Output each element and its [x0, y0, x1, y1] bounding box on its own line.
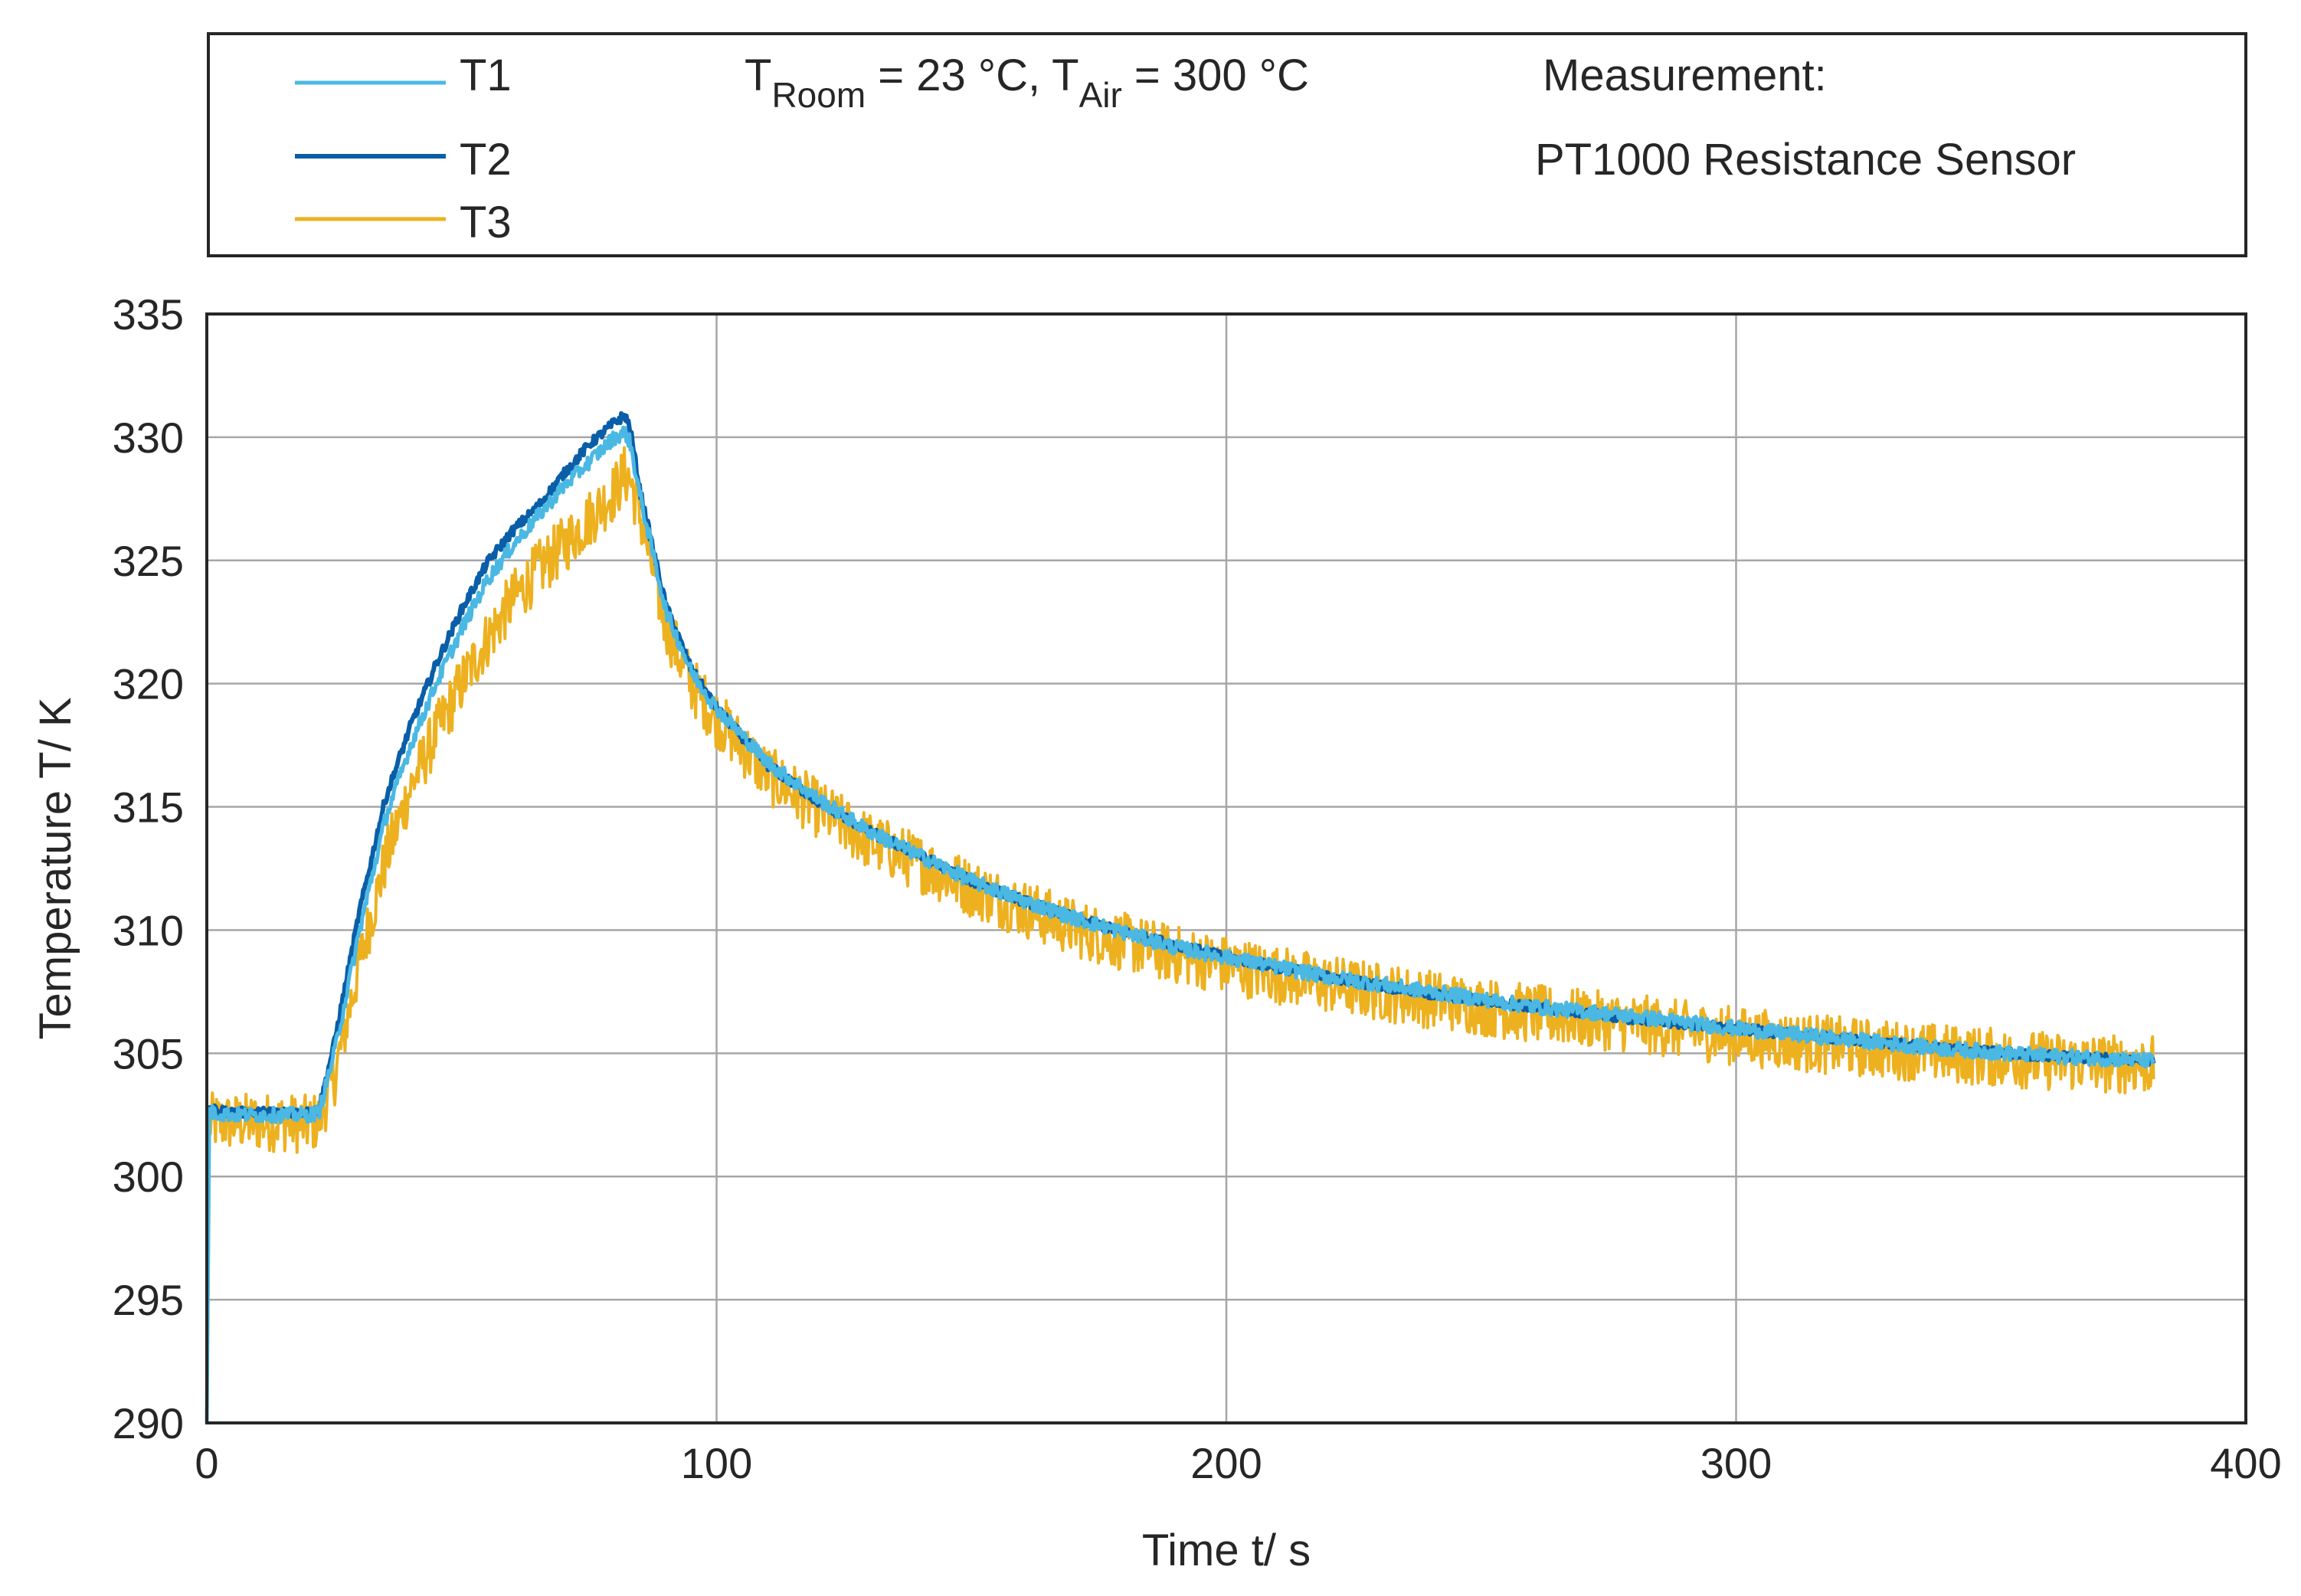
measurement-sensor: PT1000 Resistance Sensor: [1535, 135, 2076, 185]
y-tick-labels: 290 295 300 305 310 315 320 325 330 335: [113, 290, 184, 1447]
legend-label-t1: T1: [460, 51, 512, 100]
series-line-t1: [205, 425, 2155, 1424]
x-tick-label: 100: [681, 1439, 752, 1487]
legend-entry-t2: T2: [295, 135, 512, 185]
measurement-title: Measurement:: [1543, 51, 1827, 100]
x-tick-label: 200: [1190, 1439, 1262, 1487]
x-tick-label: 0: [195, 1439, 218, 1487]
x-axis-label: Time t/ s: [1142, 1526, 1311, 1575]
legend-label-t2: T2: [460, 135, 512, 185]
x-tick-label: 400: [2210, 1439, 2281, 1487]
y-axis-label: Temperature T/ K: [31, 697, 80, 1039]
plot-frame: [205, 312, 2247, 1424]
y-tick-label: 330: [113, 414, 184, 462]
conditions-annotation: TRoom = 23 °C, TAir = 300 °C: [745, 51, 1309, 115]
data-series: [205, 410, 2156, 1424]
y-tick-label: 320: [113, 660, 184, 708]
y-tick-label: 310: [113, 906, 184, 954]
y-tick-label: 335: [113, 290, 184, 338]
y-tick-label: 300: [113, 1153, 184, 1201]
y-tick-label: 325: [113, 537, 184, 585]
y-tick-label: 295: [113, 1276, 184, 1324]
x-gridlines: [715, 314, 1737, 1423]
legend-entry-t3: T3: [295, 198, 512, 247]
y-tick-label: 315: [113, 783, 184, 832]
legend-box: [207, 32, 2247, 257]
x-tick-labels: 0 100 200 300 400: [195, 1439, 2281, 1487]
y-tick-label: 305: [113, 1029, 184, 1078]
legend-label-t3: T3: [460, 198, 512, 247]
x-tick-label: 300: [1700, 1439, 1772, 1487]
y-tick-label: 290: [113, 1399, 184, 1447]
legend-entry-t1: T1: [295, 51, 512, 100]
